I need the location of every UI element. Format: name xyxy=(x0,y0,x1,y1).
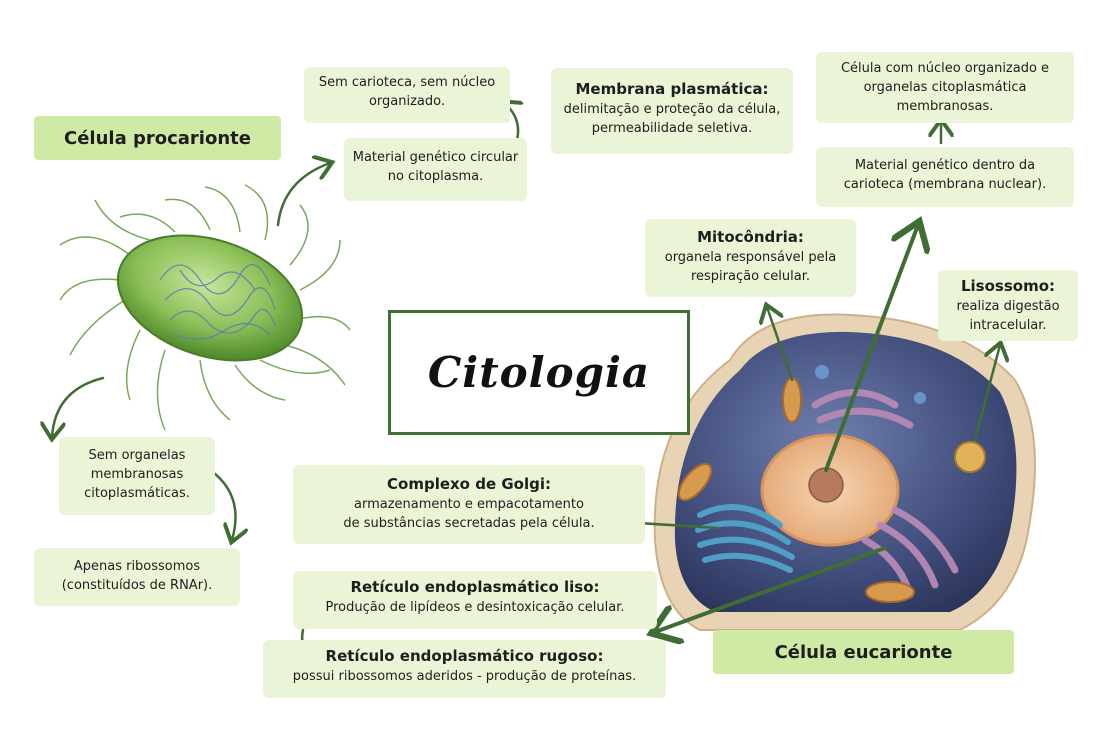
procariote-material-text: Material genético circular no citoplasma… xyxy=(352,150,519,184)
connector-arrows xyxy=(52,103,1000,660)
procariote-carioteca-box: Sem carioteca, sem núcleo organizado. xyxy=(304,67,510,123)
rer-title: Retículo endoplasmático rugoso: xyxy=(325,647,604,665)
lisossomo-box: Lisossomo: realiza digestão intracelular… xyxy=(938,270,1078,341)
rel-title: Retículo endoplasmático liso: xyxy=(350,578,600,596)
eukaryotic-cell-image xyxy=(653,313,1036,631)
membrana-box: Membrana plasmática: delimitação e prote… xyxy=(551,68,793,154)
membrana-text: delimitação e proteção da célula, permea… xyxy=(563,102,781,136)
bacterium-image xyxy=(59,184,351,431)
mitocondria-title: Mitocôndria: xyxy=(697,228,804,246)
procariote-ribossomos-box: Apenas ribossomos (constituídos de RNAr)… xyxy=(34,548,240,606)
eucariote-material-box: Material genético dentro da carioteca (m… xyxy=(816,147,1074,207)
lisossomo-title: Lisossomo: xyxy=(960,277,1056,295)
procariote-header-label: Célula procarionte xyxy=(64,127,251,149)
mitocondria-box: Mitocôndria: organela responsável pela r… xyxy=(645,219,856,297)
golgi-title: Complexo de Golgi: xyxy=(387,475,551,493)
eucariote-nucleo-box: Célula com núcleo organizado e organelas… xyxy=(816,52,1074,123)
procariote-carioteca-text: Sem carioteca, sem núcleo organizado. xyxy=(318,75,496,109)
rer-text: possui ribossomos aderidos - produção de… xyxy=(292,669,637,684)
eucariote-header-label: Célula eucarionte xyxy=(774,641,953,663)
procariote-header: Célula procarionte xyxy=(34,116,281,160)
membrana-title: Membrana plasmática: xyxy=(575,80,769,98)
procariote-material-box: Material genético circular no citoplasma… xyxy=(344,138,527,201)
page-title: Citologia xyxy=(427,348,651,397)
procariote-organelas-text: Sem organelas membranosas citoplasmática… xyxy=(84,448,190,501)
procariote-ribossomos-text: Apenas ribossomos (constituídos de RNAr)… xyxy=(61,559,213,593)
golgi-box: Complexo de Golgi: armazenamento e empac… xyxy=(293,465,645,544)
golgi-text-1: armazenamento e empacotamento xyxy=(354,497,584,512)
procariote-organelas-box: Sem organelas membranosas citoplasmática… xyxy=(59,437,215,515)
mitocondria-text: organela responsável pela respiração cel… xyxy=(664,250,837,284)
eucariote-header: Célula eucarionte xyxy=(713,630,1014,674)
rel-box: Retículo endoplasmático liso: Produção d… xyxy=(293,571,657,629)
rel-text: Produção de lipídeos e desintoxicação ce… xyxy=(325,600,625,615)
golgi-text-2: de substâncias secretadas pela célula. xyxy=(343,516,595,531)
lisossomo-text: realiza digestão intracelular. xyxy=(956,299,1060,333)
rer-box: Retículo endoplasmático rugoso: possui r… xyxy=(263,640,666,698)
eucariote-nucleo-text: Célula com núcleo organizado e organelas… xyxy=(840,61,1050,114)
eucariote-material-text: Material genético dentro da carioteca (m… xyxy=(843,158,1047,192)
title-frame: Citologia xyxy=(388,310,690,435)
